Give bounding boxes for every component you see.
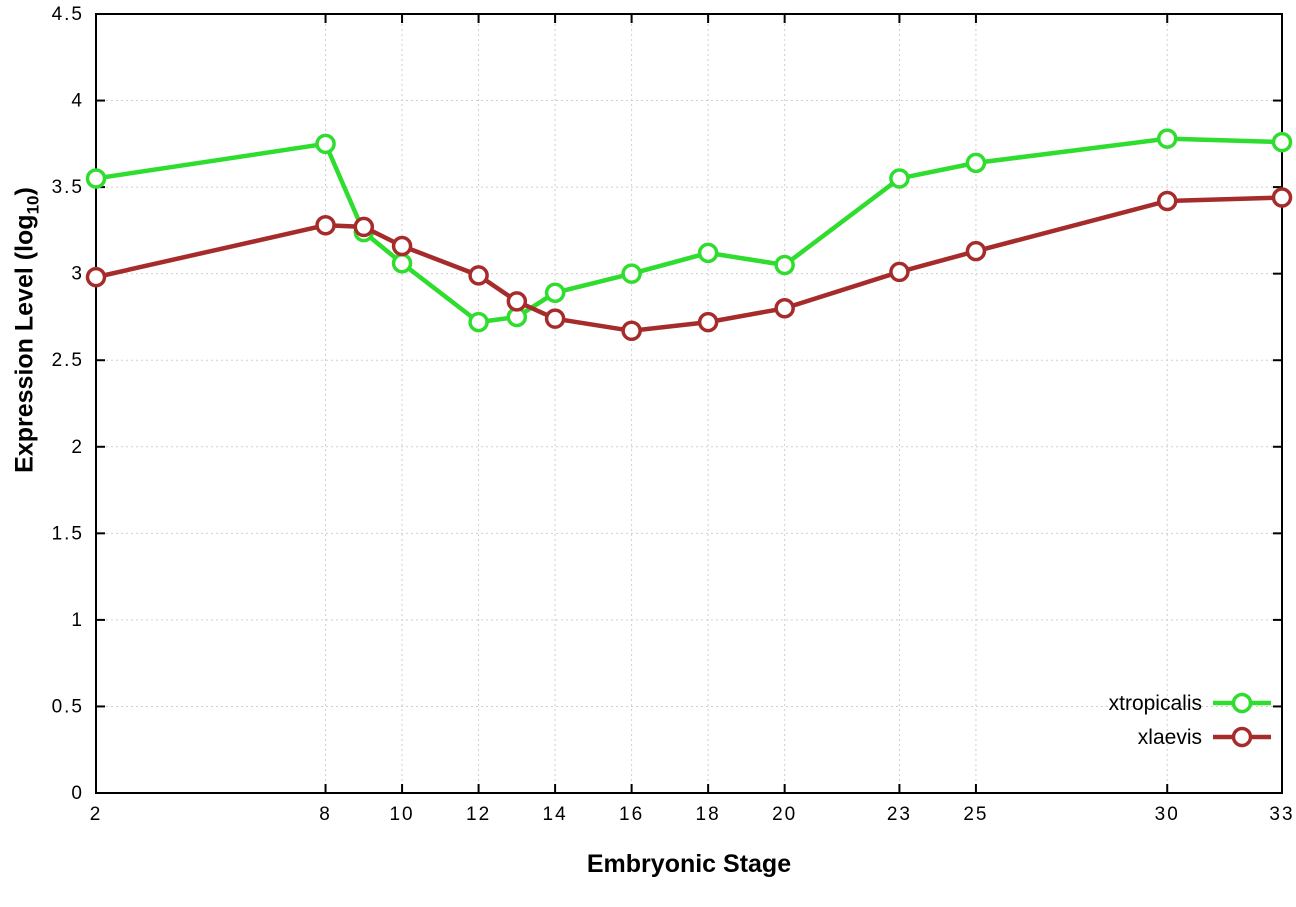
x-tick-label: 14 [543, 804, 568, 825]
data-point-marker [468, 311, 489, 333]
series-xtropicalis [85, 128, 1293, 333]
x-tick-label: 10 [389, 804, 414, 825]
data-point-marker [544, 308, 566, 329]
tick-labels: 2 8 10 12 14 16 18 20 23 25 30 33 0 0.5 1 1.5 2 2.5 3 3.5 4 4… [52, 4, 1294, 825]
data-point-marker [965, 240, 987, 262]
y-tick-label: 0 [71, 783, 84, 804]
y-tick-label: 1.5 [52, 523, 84, 544]
legend-marker-sample [1231, 692, 1253, 714]
gridlines [95, 13, 1283, 794]
y-tick-label: 4 [71, 91, 84, 112]
y-tick-label: 4.5 [52, 4, 84, 25]
data-point-marker [315, 133, 336, 155]
series-line [93, 195, 1285, 334]
y-tick-label: 3 [71, 264, 84, 285]
data-point-marker [85, 266, 107, 288]
data-point-marker [774, 298, 795, 319]
data-point-marker [1271, 187, 1293, 208]
x-tick-label: 30 [1155, 804, 1180, 825]
data-point-marker [697, 242, 719, 264]
y-tick-label: 2 [71, 437, 84, 458]
y-tick-label: 2.5 [52, 350, 84, 371]
data-point-marker [353, 216, 375, 238]
axis-ticks [95, 13, 1283, 794]
data-point-marker [889, 261, 910, 283]
data-point-marker [391, 235, 413, 257]
data-point-marker [774, 254, 795, 276]
data-point-marker [621, 263, 642, 284]
x-tick-label: 33 [1269, 804, 1294, 825]
plot-border [95, 13, 1283, 794]
x-tick-label: 16 [619, 804, 644, 825]
data-point-marker [315, 214, 336, 236]
data-point-marker [965, 152, 987, 174]
data-point-marker [85, 168, 107, 189]
data-point-marker [1156, 190, 1178, 212]
y-tick-label: 3.5 [52, 177, 84, 198]
y-axis-title: Expression Level (log10) [11, 187, 44, 473]
legend-label-xtropicalis: xtropicalis [1109, 692, 1202, 715]
x-tick-label: 8 [319, 804, 332, 825]
data-point-marker [506, 291, 528, 312]
series-line [93, 136, 1285, 325]
x-tick-label: 2 [90, 804, 103, 825]
y-axis-title-subscript: 10 [23, 195, 43, 215]
data-point-marker [1271, 131, 1293, 153]
legend-label-xlaevis: xlaevis [1138, 726, 1202, 749]
x-tick-label: 23 [887, 804, 912, 825]
data-point-marker [889, 168, 910, 189]
x-tick-label: 12 [466, 804, 491, 825]
series-xlaevis [85, 187, 1293, 342]
data-point-marker [544, 282, 566, 303]
y-tick-label: 0.5 [52, 696, 84, 717]
x-tick-label: 18 [696, 804, 721, 825]
legend: xtropicalis xlaevis [1109, 692, 1271, 749]
data-point-marker [468, 265, 489, 286]
x-axis-title: Embryonic Stage [586, 850, 792, 878]
data-point-marker [1156, 128, 1178, 149]
y-tick-label: 1 [71, 610, 84, 631]
x-tick-label: 25 [963, 804, 988, 825]
legend-marker-sample [1231, 726, 1253, 748]
data-point-marker [697, 311, 719, 333]
data-point-marker [621, 320, 642, 342]
x-tick-label: 20 [772, 804, 797, 825]
data-point-marker [391, 253, 413, 274]
y-axis-title-text: Expression Level (log [10, 214, 39, 473]
y-axis-title-close: ) [10, 187, 39, 196]
